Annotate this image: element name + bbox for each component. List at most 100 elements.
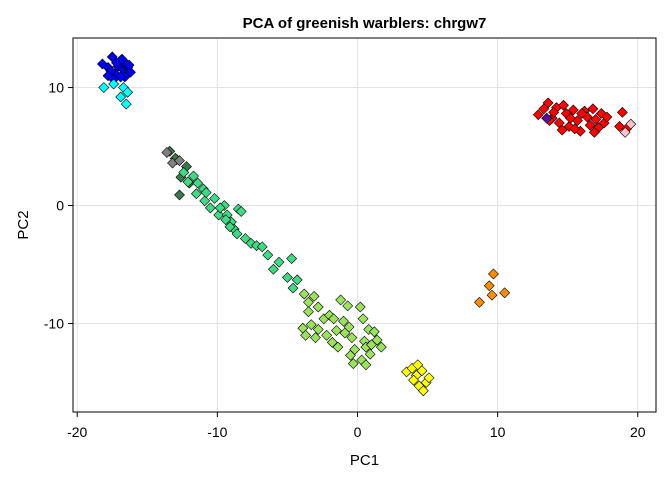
- data-point: [588, 126, 600, 138]
- data-point: [108, 78, 120, 90]
- data-point: [576, 108, 588, 119]
- data-point: [354, 301, 366, 313]
- data-point: [161, 147, 173, 158]
- series-group: [619, 118, 637, 138]
- data-point: [616, 106, 628, 118]
- data-point: [556, 124, 568, 136]
- data-point: [178, 167, 190, 178]
- data-point: [548, 106, 560, 118]
- data-point: [312, 301, 324, 313]
- data-point: [305, 319, 317, 331]
- data-point: [331, 325, 342, 337]
- data-point: [412, 359, 424, 371]
- grid-lines: [73, 38, 656, 412]
- data-point: [541, 112, 553, 124]
- data-point: [209, 193, 220, 204]
- data-point: [308, 290, 320, 302]
- data-point: [116, 53, 128, 65]
- x-tick-label: 10: [490, 424, 506, 440]
- data-point: [625, 118, 637, 130]
- x-tick-label: 0: [354, 424, 362, 440]
- data-point: [338, 315, 349, 327]
- data-point: [542, 97, 554, 109]
- data-point: [532, 109, 544, 121]
- data-point: [123, 59, 135, 71]
- data-point: [345, 349, 356, 361]
- series-group: [178, 167, 303, 294]
- data-points: [97, 51, 637, 397]
- y-tick-label: -10: [44, 316, 64, 332]
- data-point: [483, 280, 495, 292]
- data-point: [204, 202, 216, 214]
- data-point: [590, 113, 602, 125]
- data-point: [174, 155, 185, 167]
- data-point: [408, 374, 419, 386]
- series-group: [473, 268, 511, 308]
- data-point: [473, 296, 485, 308]
- data-point: [300, 329, 312, 341]
- data-point: [235, 206, 247, 217]
- data-point: [614, 121, 625, 132]
- data-point: [567, 104, 579, 116]
- data-point: [286, 253, 298, 265]
- data-point: [328, 313, 340, 325]
- data-point: [364, 348, 376, 360]
- data-point: [213, 209, 225, 221]
- series-group: [532, 97, 632, 138]
- data-point: [332, 341, 344, 353]
- y-axis-label: PC2: [15, 210, 32, 239]
- data-point: [182, 176, 194, 188]
- data-point: [619, 126, 631, 138]
- data-point: [357, 313, 369, 325]
- data-point: [190, 188, 202, 200]
- data-point: [360, 359, 372, 371]
- data-point: [174, 189, 185, 201]
- data-point: [199, 195, 211, 207]
- data-point: [122, 86, 134, 98]
- x-tick-label: -20: [67, 424, 87, 440]
- data-point: [310, 332, 321, 344]
- plot-frame: [72, 37, 657, 413]
- x-axis-label: PC1: [350, 452, 379, 469]
- data-point: [417, 385, 429, 397]
- series-group: [98, 78, 134, 110]
- x-tick-label: -10: [207, 424, 227, 440]
- data-point: [601, 111, 613, 123]
- data-point: [262, 249, 274, 261]
- data-point: [339, 327, 351, 339]
- series-group: [541, 112, 553, 124]
- y-tick-label: 0: [56, 198, 64, 214]
- data-point: [200, 187, 212, 198]
- data-point: [256, 241, 268, 253]
- series-group: [97, 51, 136, 85]
- data-point: [214, 202, 226, 214]
- axis-ticks: -20 -10 0 10 20 -10 0 10: [44, 80, 646, 440]
- data-point: [371, 334, 383, 346]
- data-point: [569, 123, 581, 135]
- data-point: [291, 274, 303, 286]
- data-point: [423, 372, 435, 384]
- data-point: [231, 228, 243, 240]
- y-tick-label: 10: [48, 80, 64, 96]
- data-point: [565, 112, 576, 124]
- chart-title: PCA of greenish warblers: chrgw7: [243, 15, 487, 32]
- data-point: [587, 103, 599, 115]
- data-point: [558, 99, 569, 111]
- data-point: [368, 326, 380, 338]
- data-point: [98, 82, 110, 93]
- data-point: [312, 323, 324, 335]
- data-point: [488, 268, 499, 280]
- data-point: [224, 221, 236, 233]
- data-point: [287, 282, 299, 294]
- data-point: [584, 119, 596, 131]
- series-group: [161, 147, 185, 169]
- data-point: [347, 358, 359, 370]
- data-point: [273, 256, 285, 268]
- series-group: [297, 288, 387, 371]
- data-point: [499, 287, 511, 299]
- data-point: [125, 66, 136, 78]
- series-group: [401, 359, 435, 397]
- data-point: [192, 177, 204, 189]
- data-point: [563, 121, 575, 132]
